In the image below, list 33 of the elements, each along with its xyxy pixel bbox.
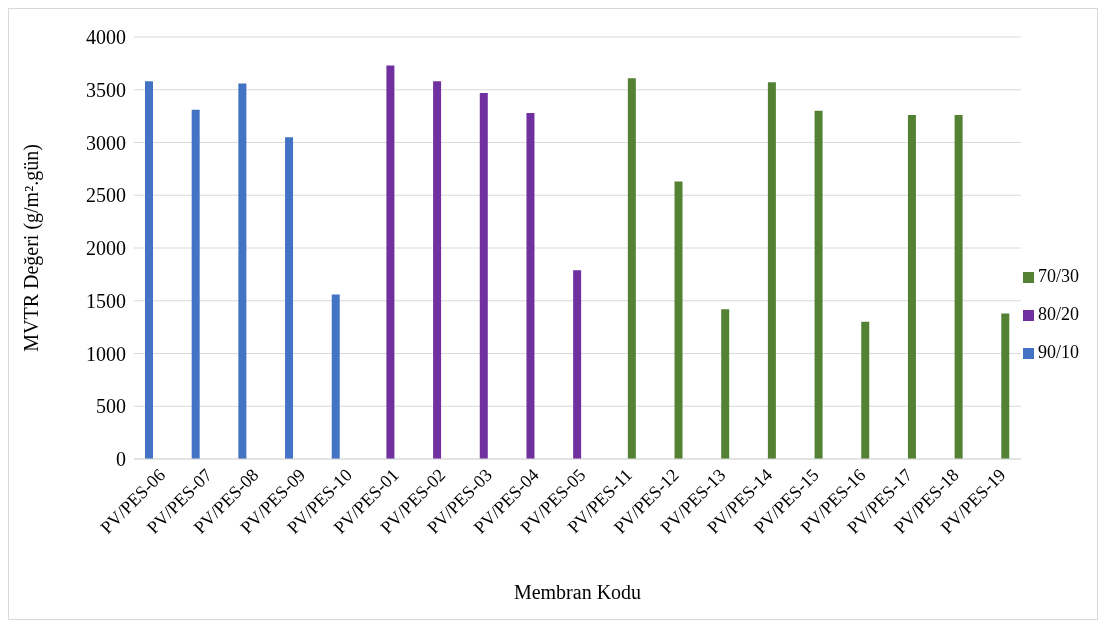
legend-label: 80/20	[1037, 304, 1079, 324]
legend-label: 90/10	[1037, 342, 1079, 362]
bar	[526, 112, 535, 459]
bar	[954, 115, 963, 459]
y-tick-label: 3500	[86, 78, 126, 101]
y-tick-label: 4000	[86, 26, 126, 49]
bar	[767, 82, 776, 459]
bar	[386, 65, 395, 459]
bar	[627, 78, 636, 459]
y-tick-label: 2000	[86, 237, 126, 260]
x-axis-title: Membran Kodu	[513, 581, 642, 603]
y-axis-title: MVTR Değeri (g/m².gün)	[20, 144, 44, 352]
legend-label: 70/30	[1037, 266, 1079, 286]
bar	[721, 309, 730, 459]
y-tick-label: 500	[96, 395, 126, 418]
bar	[814, 110, 823, 459]
bar	[285, 137, 294, 459]
bar	[573, 270, 582, 459]
bar	[238, 83, 247, 459]
bar	[191, 109, 200, 459]
y-tick-label: 1500	[86, 289, 126, 312]
bar	[145, 81, 153, 459]
bar	[907, 115, 916, 459]
y-tick-label: 3000	[86, 131, 126, 154]
bar	[479, 92, 488, 459]
y-tick-label: 0	[116, 448, 126, 471]
y-tick-label: 1000	[86, 342, 126, 365]
bar	[433, 81, 442, 459]
bar	[861, 321, 870, 459]
bar	[331, 294, 340, 459]
y-tick-label: 2500	[86, 184, 126, 207]
bar	[674, 181, 683, 459]
bar	[1001, 313, 1010, 459]
